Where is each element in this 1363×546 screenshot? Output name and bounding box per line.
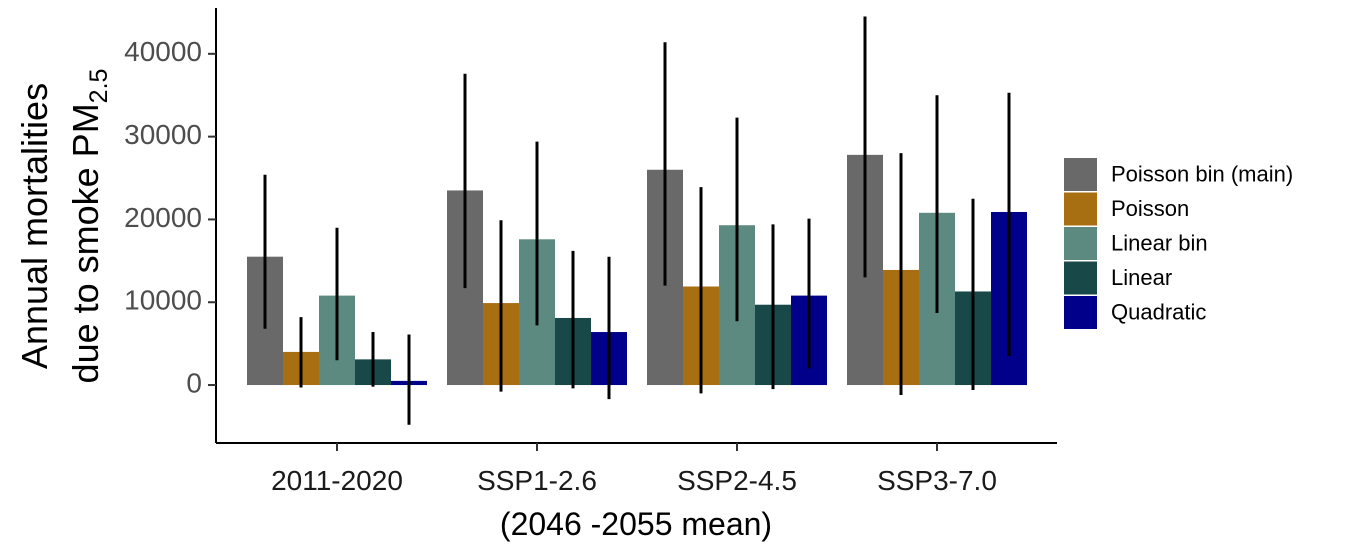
x-tick-label: SSP1-2.6 — [477, 465, 597, 496]
y-tick-label: 20000 — [124, 202, 202, 233]
y-axis-title-subscript: 2.5 — [85, 69, 113, 104]
legend-label: Linear — [1111, 265, 1172, 290]
x-tick-label: SSP2-4.5 — [677, 465, 797, 496]
legend-key — [1064, 227, 1097, 260]
error-bars-layer — [263, 16, 1011, 425]
y-axis-title-line2: due to smoke PM2.5 — [65, 69, 113, 384]
legend-key — [1064, 192, 1097, 226]
y-tick-label: 40000 — [124, 36, 202, 67]
axes-layer — [215, 8, 1057, 444]
y-ticks: 0 10000 20000 30000 40000 — [124, 36, 216, 398]
y-tick-label: 30000 — [124, 119, 202, 150]
y-axis-title-line1: Annual mortalities — [14, 83, 55, 369]
legend-label: Poisson — [1111, 196, 1189, 221]
y-tick-label: 0 — [186, 367, 202, 398]
x-tick-label: 2011-2020 — [271, 465, 403, 496]
y-tick-label: 10000 — [124, 285, 202, 316]
legend-key — [1064, 261, 1097, 295]
legend-label: Linear bin — [1111, 230, 1208, 255]
legend-key — [1064, 158, 1097, 191]
x-axis-title: (2046 -2055 mean) — [500, 506, 772, 542]
legend: Poisson bin (main) Poisson Linear bin Linea… — [1064, 158, 1293, 329]
x-tick-label: SSP3-7.0 — [877, 465, 997, 496]
legend-key — [1064, 296, 1097, 329]
legend-label: Poisson bin (main) — [1111, 161, 1293, 186]
y-axis-title-text: due to smoke PM — [65, 103, 106, 383]
legend-label: Quadratic — [1111, 299, 1206, 324]
bars-layer — [247, 154, 1027, 386]
x-ticks: 2011-2020 SSP1-2.6 SSP2-4.5 SSP3-7.0 — [271, 443, 997, 496]
